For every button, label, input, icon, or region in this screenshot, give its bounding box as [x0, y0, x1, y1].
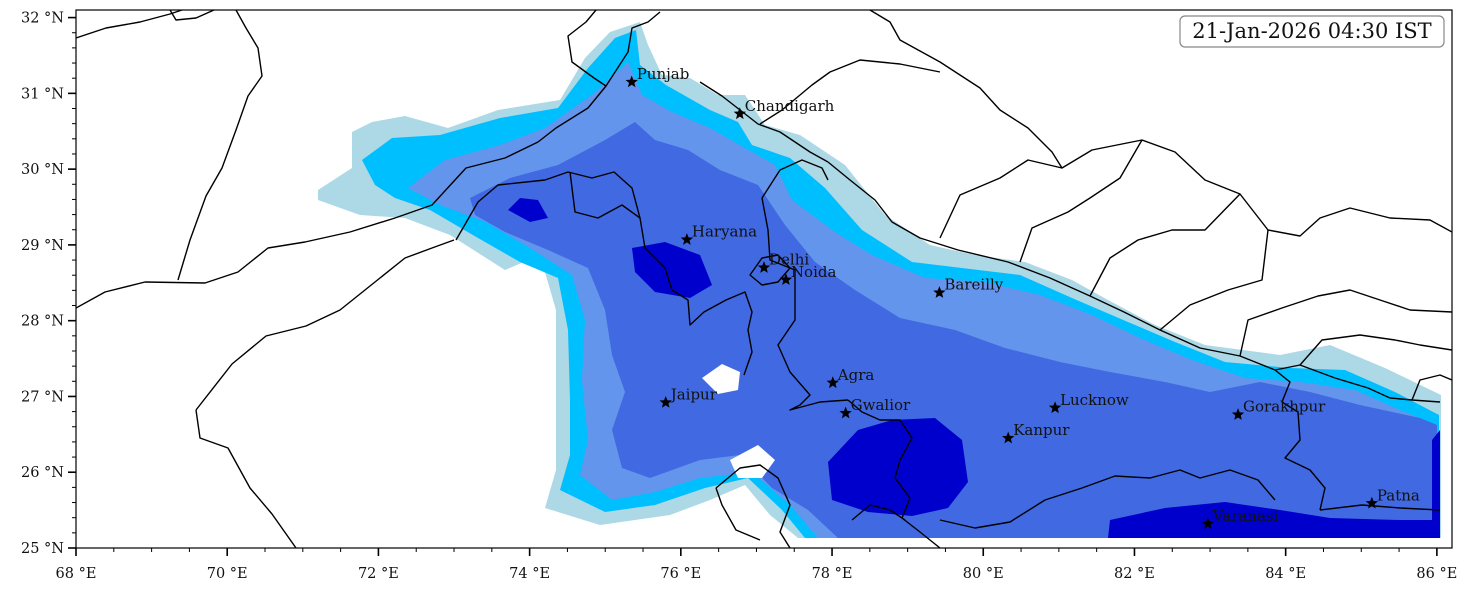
up-south — [1044, 469, 1276, 501]
city-label-bareilly: Bareilly — [944, 276, 1003, 294]
city-label-varanasi: Varanasi — [1212, 507, 1279, 525]
city-star-icon-patna — [1365, 496, 1379, 509]
city-label-lucknow: Lucknow — [1060, 391, 1129, 409]
nepal-provinces-5 — [1239, 289, 1452, 357]
pakistan-border — [76, 10, 607, 309]
west-border-1 — [169, 10, 215, 21]
plot-frame — [75, 9, 1453, 549]
himachal-border — [605, 11, 661, 87]
city-label-noida: Noida — [791, 263, 837, 281]
city-label-gwalior: Gwalior — [851, 396, 911, 414]
y-tick-label: 31 °N — [21, 86, 64, 102]
city-label-chandigarh: Chandigarh — [745, 97, 835, 115]
x-tick-label: 76 °E — [660, 566, 701, 582]
afghanistan-border — [76, 10, 183, 39]
fog-layer-dark — [470, 122, 1437, 538]
city-star-icon-gwalior — [839, 406, 852, 419]
city-label-kanpur: Kanpur — [1013, 421, 1070, 439]
city-label-delhi: Delhi — [769, 251, 809, 269]
city-star-icon-punjab — [625, 75, 638, 88]
up-west-border — [761, 197, 849, 411]
fog-layers — [318, 22, 1441, 538]
nepal-provinces-3 — [1089, 193, 1241, 297]
fog-gap-jaipur — [702, 364, 740, 394]
x-tick-label: 82 °E — [1114, 566, 1155, 582]
nepal-provinces-6 — [1299, 334, 1452, 366]
city-star-icon-gorakhpur — [1231, 408, 1245, 420]
gujarat-border — [195, 239, 455, 411]
city-label-gorakhpur: Gorakhpur — [1243, 398, 1326, 416]
x-tick-label: 74 °E — [509, 566, 550, 582]
city-label-punjab: Punjab — [637, 65, 690, 83]
west-border-2 — [177, 10, 263, 281]
mp-border-1 — [847, 399, 941, 548]
punjab-haryana — [569, 171, 641, 219]
axes: 68 °E 70 °E 72 °E 74 °E 76 °E 78 °E 80 °E 82 °E… — [21, 11, 1457, 582]
city-label-haryana: Haryana — [692, 223, 757, 241]
city-star-icon-kanpur — [1002, 431, 1015, 444]
up-south-2 — [939, 499, 1046, 529]
x-tick-label: 70 °E — [207, 566, 248, 582]
city-star-icon-haryana — [680, 233, 694, 245]
y-tick-label: 32 °N — [21, 11, 64, 27]
y-tick-label: 27 °N — [21, 389, 64, 405]
nepal-provinces-4 — [1159, 229, 1269, 331]
rajasthan-mp — [715, 464, 791, 548]
x-tick-label: 72 °E — [358, 566, 399, 582]
map-area — [76, 10, 1452, 548]
gujarat-south — [195, 409, 297, 548]
city-star-icon-jaipur — [659, 396, 672, 408]
uttarakhand-south — [761, 159, 829, 199]
x-tick-label: 80 °E — [963, 566, 1004, 582]
nepal-provinces-1 — [939, 159, 1063, 239]
city-label-jaipur: Jaipur — [669, 386, 718, 404]
city-label-agra: Agra — [837, 366, 875, 384]
fog-layer-dense-1 — [508, 198, 548, 222]
timestamp-text: 21-Jan-2026 04:30 IST — [1192, 19, 1431, 43]
x-tick-label: 86 °E — [1416, 566, 1457, 582]
city-star-icon-varanasi — [1201, 517, 1214, 530]
uttarakhand-north — [759, 59, 941, 125]
city-star-icon-agra — [826, 376, 839, 389]
x-tick-label: 68 °E — [56, 566, 97, 582]
city-star-icon-noida — [779, 273, 793, 286]
mp-south-1 — [851, 504, 906, 521]
city-star-icon-chandigarh — [733, 107, 746, 120]
city-star-icon-bareilly — [933, 286, 946, 298]
fog-layer-dense-5 — [1432, 430, 1440, 538]
fog-layer-dense-4 — [1108, 502, 1440, 538]
fog-gap-south — [730, 445, 775, 478]
fog-layer-dense-2 — [632, 242, 712, 298]
himachal-east — [699, 81, 829, 163]
y-tick-label: 30 °N — [21, 162, 64, 178]
sikkim-border — [1411, 374, 1452, 401]
boundaries — [76, 10, 1452, 548]
bihar-south — [1319, 504, 1441, 511]
city-star-icon-delhi — [757, 261, 771, 273]
y-tick-label: 28 °N — [21, 314, 64, 330]
city-label-patna: Patna — [1377, 486, 1420, 504]
up-bihar — [1274, 369, 1326, 511]
rajasthan-north-1 — [455, 179, 546, 241]
haryana-border — [544, 171, 753, 376]
city-star-icon-lucknow — [1048, 401, 1062, 414]
rajasthan-south — [715, 487, 761, 541]
nepal-border — [827, 161, 1441, 403]
y-tick-label: 29 °N — [21, 238, 64, 254]
x-tick-label: 78 °E — [812, 566, 853, 582]
y-tick-label: 26 °N — [21, 465, 64, 481]
nepal-provinces-2 — [1019, 139, 1143, 263]
x-tick-label: 84 °E — [1265, 566, 1306, 582]
y-tick-label: 25 °N — [21, 541, 64, 557]
timestamp-box: 21-Jan-2026 04:30 IST — [1179, 15, 1445, 48]
